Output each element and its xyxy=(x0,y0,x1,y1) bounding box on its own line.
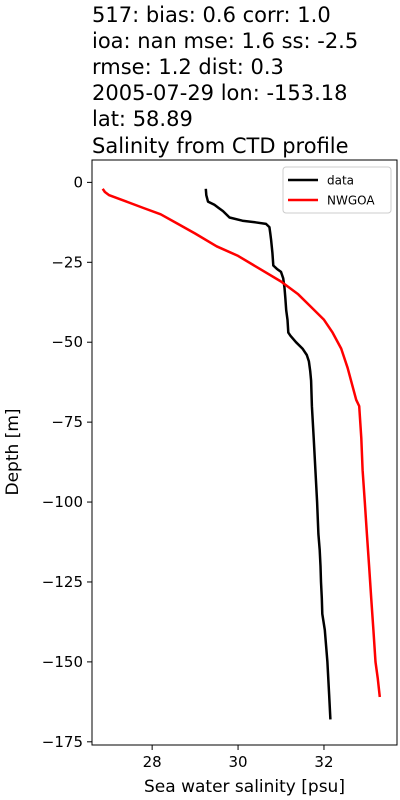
title-line-1: 517: bias: 0.6 corr: 1.0 xyxy=(92,3,331,27)
x-axis: 28 30 32 xyxy=(143,745,334,771)
title-line-4: 2005-07-29 lon: -153.18 xyxy=(92,81,348,105)
title-line-3: rmse: 1.2 dist: 0.3 xyxy=(92,55,284,79)
x-tick-label: 28 xyxy=(143,753,162,771)
x-tick-label: 32 xyxy=(314,753,333,771)
y-tick-label: 0 xyxy=(73,173,83,191)
y-tick-label: −25 xyxy=(51,253,83,271)
y-axis-label: Depth [m] xyxy=(3,408,23,495)
series-line-data xyxy=(204,188,332,720)
x-axis-label: Sea water salinity [psu] xyxy=(144,777,345,797)
y-tick-label: −175 xyxy=(42,733,83,751)
plot-area xyxy=(101,188,382,720)
legend: data NWGOA xyxy=(282,166,392,214)
y-tick-label: −150 xyxy=(42,653,83,671)
legend-label-data: data xyxy=(327,174,354,188)
y-tick-label: −75 xyxy=(51,413,83,431)
y-tick-label: −50 xyxy=(51,333,83,351)
title-line-6: Salinity from CTD profile xyxy=(92,134,349,158)
legend-box xyxy=(282,166,392,214)
y-tick-label: −125 xyxy=(42,573,83,591)
series-line-nwgoa xyxy=(101,188,382,698)
y-tick-label: −100 xyxy=(42,493,83,511)
title-line-2: ioa: nan mse: 1.6 ss: -2.5 xyxy=(92,29,358,53)
x-tick-label: 30 xyxy=(229,753,248,771)
axes-frame xyxy=(91,159,398,746)
y-axis: 0 −25 −50 −75 −100 −125 −150 −175 xyxy=(42,173,92,751)
title-line-5: lat: 58.89 xyxy=(92,107,193,131)
legend-label-nwgoa: NWGOA xyxy=(327,194,375,208)
chart-title: 517: bias: 0.6 corr: 1.0 ioa: nan mse: 1… xyxy=(92,3,358,158)
